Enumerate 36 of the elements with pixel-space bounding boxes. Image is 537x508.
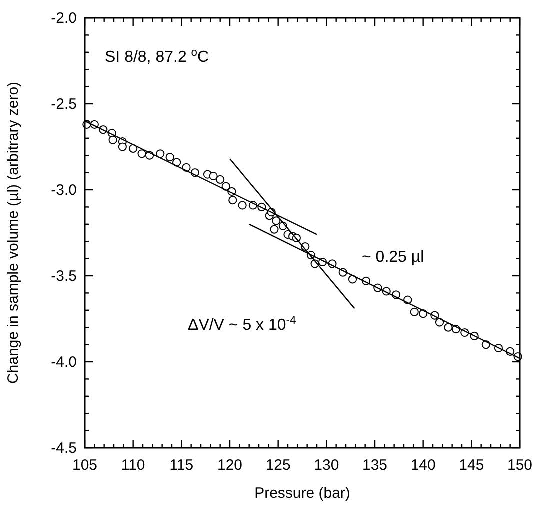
y-tick-label: -3.0 xyxy=(51,182,77,199)
point xyxy=(216,175,225,184)
point xyxy=(410,308,419,316)
y-tick-label: -2.5 xyxy=(51,96,77,113)
point xyxy=(238,201,247,210)
x-tick-label: 135 xyxy=(362,457,388,474)
y-tick-label: -3.5 xyxy=(51,268,77,285)
point xyxy=(129,144,138,154)
y-tick-label: -2.0 xyxy=(51,10,77,27)
x-tick-label: 115 xyxy=(170,457,194,474)
x-tick-label: 150 xyxy=(507,457,533,474)
x-tick-label: 110 xyxy=(121,457,146,474)
point xyxy=(435,318,444,327)
point xyxy=(108,136,118,144)
x-tick-label: 145 xyxy=(459,457,484,474)
y-tick-label: -4.5 xyxy=(51,440,77,457)
point xyxy=(138,150,146,158)
annotation: SI 8/8, 87.2 $^{o}$C xyxy=(105,47,210,66)
x-tick-label: 125 xyxy=(266,457,291,474)
x-tick-label: 105 xyxy=(72,457,98,474)
annotation: ΔV/V ~ 5 x 10$^{-4}$ xyxy=(188,315,296,334)
point xyxy=(209,172,218,181)
x-tick-label: 120 xyxy=(217,457,243,474)
point xyxy=(228,196,238,205)
y-tick-label: -4.0 xyxy=(51,354,77,371)
x-tick-label: 130 xyxy=(314,457,340,474)
point xyxy=(166,153,174,162)
y-axis-title: Change in sample volume (µl) (arbitrary zero) xyxy=(5,82,22,384)
point xyxy=(272,216,281,226)
point xyxy=(118,142,127,152)
point xyxy=(444,323,453,332)
x-axis-title: Pressure (bar) xyxy=(254,485,350,502)
point xyxy=(270,225,279,234)
annotation: ~ 0.25 µl xyxy=(362,249,424,266)
point xyxy=(156,150,165,158)
x-tick-label: 140 xyxy=(410,457,436,474)
